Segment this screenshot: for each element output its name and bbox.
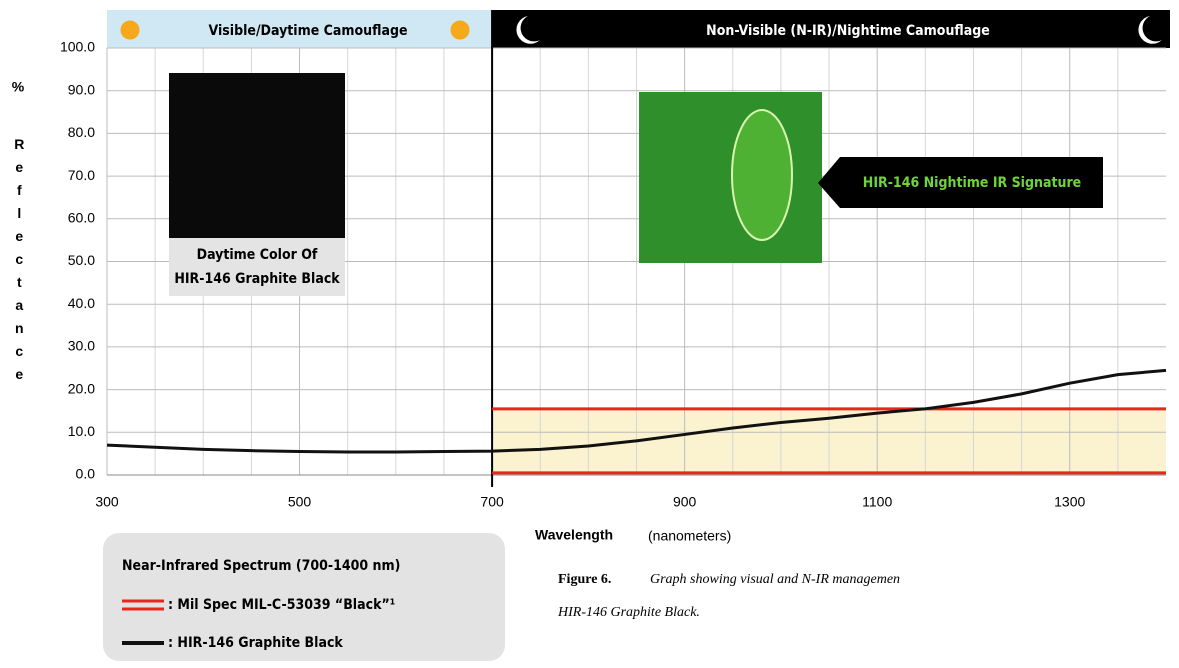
day-header: Visible/Daytime Camouflage	[208, 23, 407, 39]
sun	[120, 20, 470, 40]
swatch-label: HIR-146 Graphite Black	[174, 271, 340, 287]
y-tick-label: 50.0	[68, 252, 95, 268]
y-tick-label: 0.0	[76, 466, 96, 482]
x-label: Wavelength	[535, 527, 613, 543]
x-tick-label: 1100	[862, 494, 892, 510]
night-bar	[492, 10, 1170, 48]
day-bar	[107, 10, 492, 48]
caption-label: Figure 6.	[558, 572, 611, 587]
y-tick-label: 30.0	[68, 338, 95, 354]
ir-image	[639, 92, 822, 263]
y-tick-label: 100.0	[60, 39, 95, 55]
x-tick-label: 1300	[1054, 494, 1085, 510]
ir-label: HIR-146 Nightime IR Signature	[863, 175, 1081, 191]
x-tick-label: 300	[95, 494, 119, 510]
legend	[103, 533, 505, 661]
caption: Graph showing visual and N-IR managemen	[650, 572, 900, 587]
ir-callout	[818, 157, 1103, 208]
ir-highlight	[731, 109, 793, 241]
moon	[516, 16, 1162, 44]
y-tick-label: 40.0	[68, 295, 95, 311]
series-line	[106, 368, 1167, 454]
y-tick-label: 10.0	[68, 423, 95, 439]
y-tick-label: 80.0	[68, 124, 95, 140]
x-tick-label: 500	[288, 494, 312, 510]
y-label: Reflectance	[11, 136, 27, 389]
swatch-label: Daytime Color Of	[197, 247, 318, 263]
y-tick-label: 70.0	[68, 167, 95, 183]
caption: HIR-146 Graphite Black.	[557, 605, 700, 620]
x-unit: (nanometers)	[648, 528, 731, 544]
x-tick-label: 900	[673, 494, 697, 510]
y-tick-label: 60.0	[68, 210, 95, 226]
night-header: Non-Visible (N-IR)/Nightime Camouflage	[706, 23, 990, 39]
y-tick-label: 90.0	[68, 81, 95, 97]
swatch-label-box	[169, 238, 345, 296]
y-tick-label: 20.0	[68, 380, 95, 396]
legend-label: : HIR-146 Graphite Black	[168, 635, 343, 651]
color-swatch	[169, 73, 345, 238]
legend-label: : Mil Spec MIL-C-53039 “Black”¹	[168, 597, 395, 613]
x-tick-label: 700	[480, 494, 504, 510]
y-unit: %	[12, 79, 25, 95]
legend-title: Near-Infrared Spectrum (700-1400 nm)	[122, 558, 400, 574]
